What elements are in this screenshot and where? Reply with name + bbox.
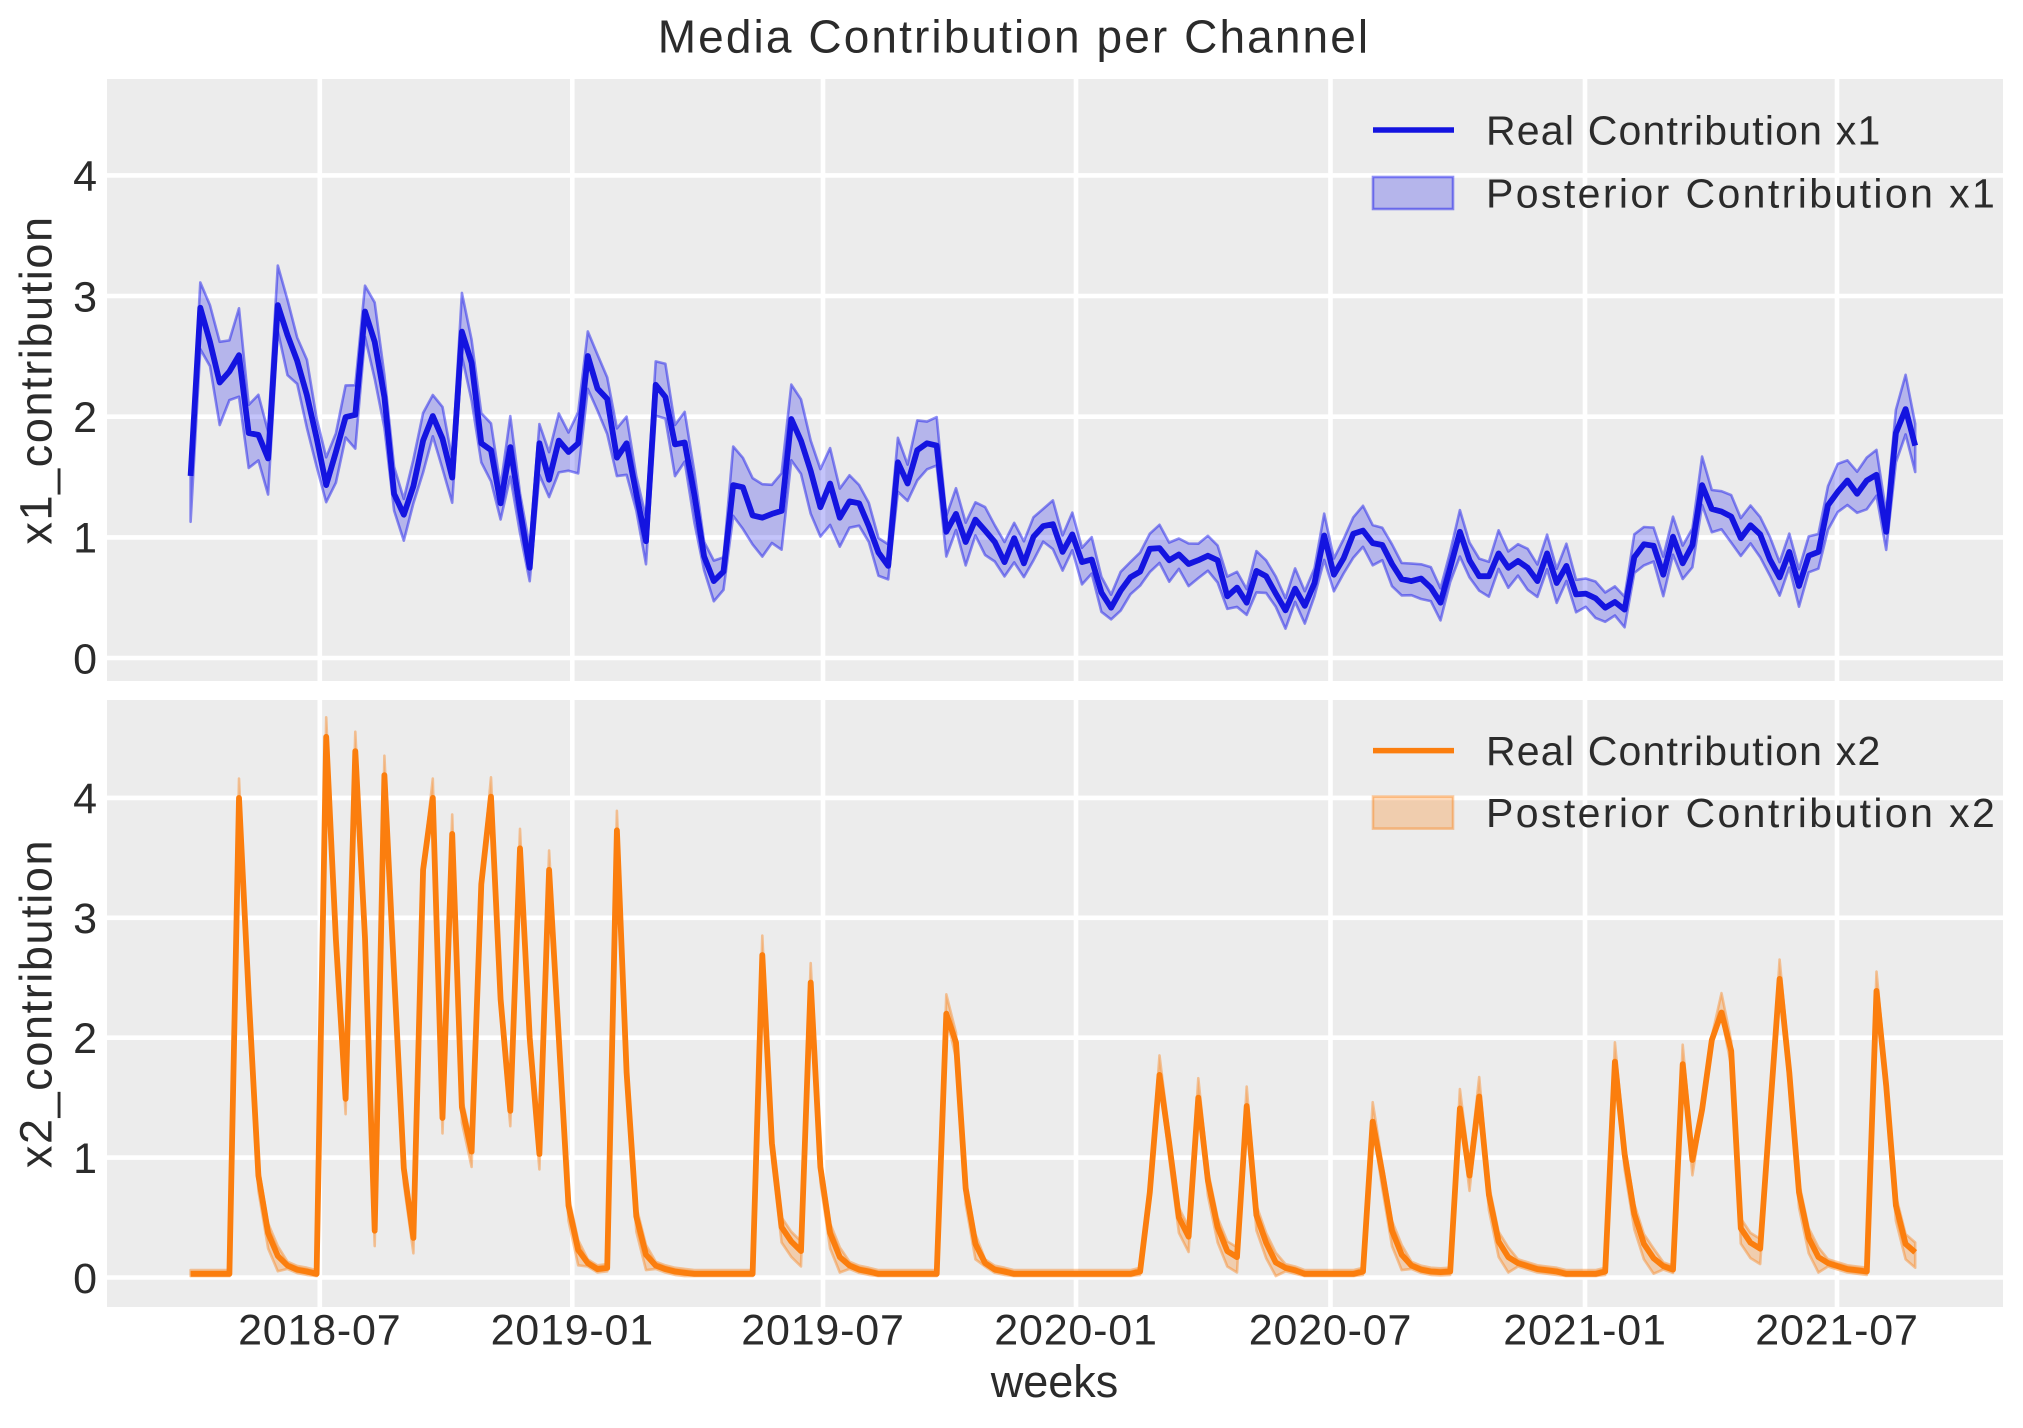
svg-text:weeks: weeks [990, 1356, 1119, 1407]
svg-text:2018-07: 2018-07 [238, 1306, 401, 1354]
svg-text:x1_contribution: x1_contribution [11, 215, 62, 544]
svg-text:Media Contribution per Channel: Media Contribution per Channel [658, 11, 1371, 63]
svg-text:1: 1 [73, 515, 97, 563]
svg-text:3: 3 [73, 895, 97, 943]
svg-text:0: 0 [73, 635, 97, 683]
svg-text:2021-01: 2021-01 [1503, 1306, 1666, 1354]
svg-text:2021-07: 2021-07 [1755, 1306, 1918, 1354]
svg-text:Real Contribution x1: Real Contribution x1 [1486, 108, 1881, 154]
svg-text:4: 4 [73, 775, 97, 823]
svg-text:Posterior Contribution x2: Posterior Contribution x2 [1486, 790, 1997, 836]
svg-text:x2_contribution: x2_contribution [11, 839, 62, 1168]
svg-text:3: 3 [73, 273, 97, 321]
svg-text:2020-07: 2020-07 [1249, 1306, 1412, 1354]
svg-text:Real Contribution x2: Real Contribution x2 [1486, 728, 1881, 774]
svg-text:2019-07: 2019-07 [741, 1306, 904, 1354]
svg-text:2020-01: 2020-01 [994, 1306, 1157, 1354]
svg-text:1: 1 [73, 1135, 97, 1183]
svg-text:0: 0 [73, 1255, 97, 1303]
svg-text:Posterior Contribution x1: Posterior Contribution x1 [1486, 171, 1997, 217]
svg-text:4: 4 [73, 153, 97, 201]
svg-text:2: 2 [73, 1015, 97, 1063]
svg-text:2: 2 [73, 394, 97, 442]
svg-text:2019-01: 2019-01 [491, 1306, 654, 1354]
